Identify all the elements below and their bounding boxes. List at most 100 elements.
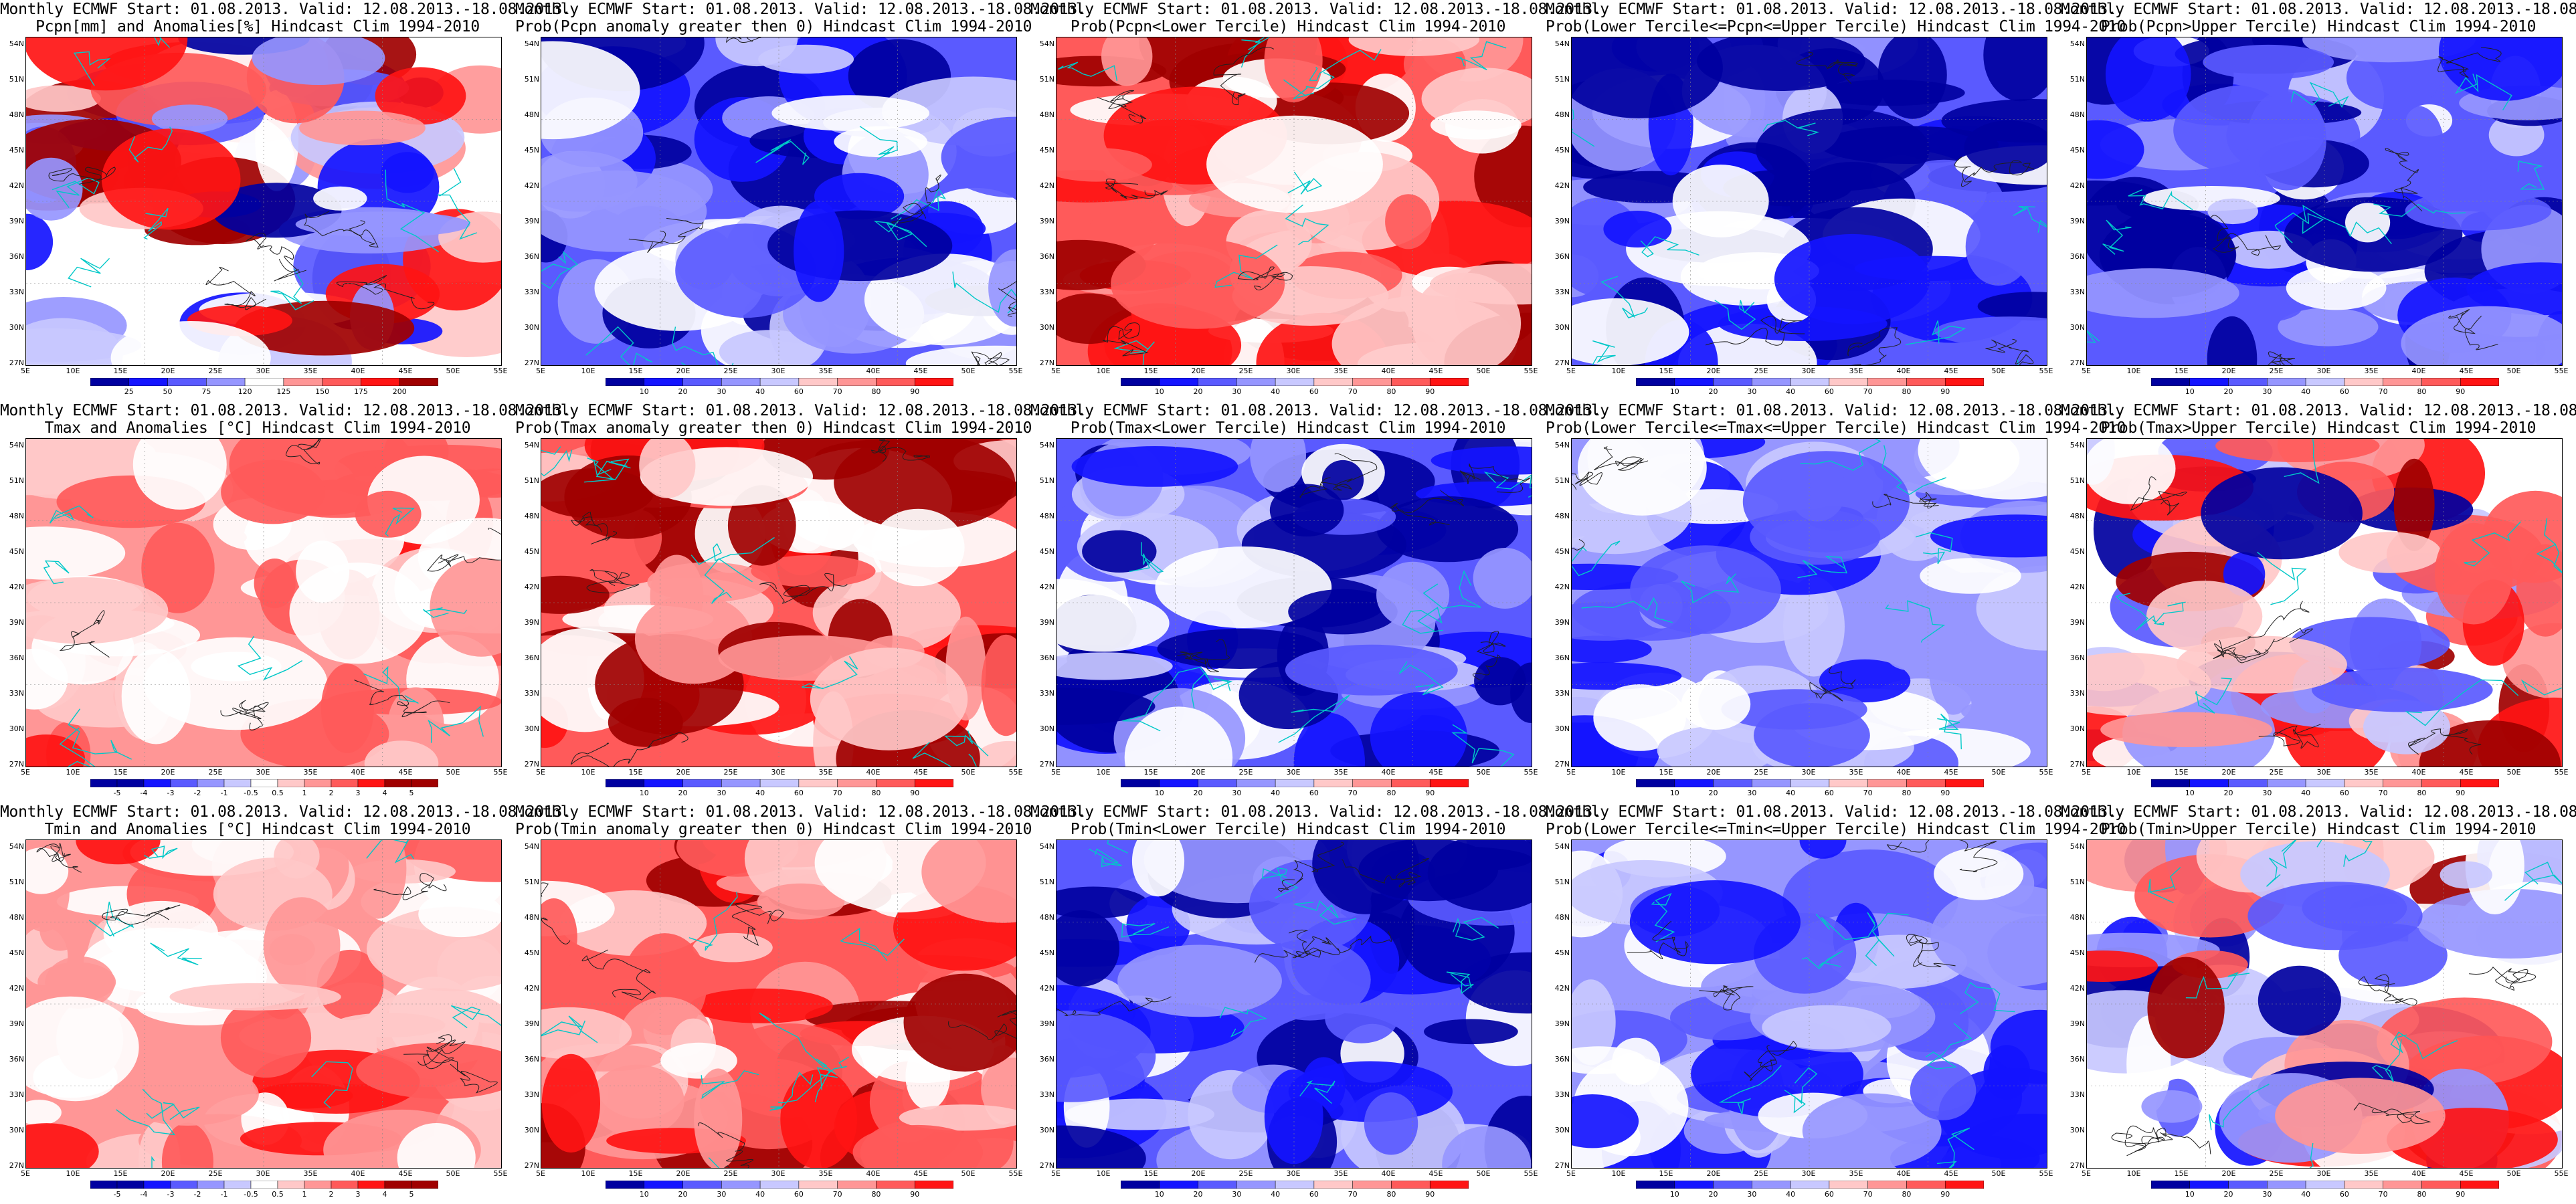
coastline [1309, 49, 1382, 81]
coastline [2464, 521, 2521, 567]
lon-tick-label: 30E [2316, 367, 2331, 375]
field-blob [2207, 316, 2258, 365]
lat-tick-label: 45N [2069, 547, 2085, 556]
lon-tick-label: 5E [2082, 768, 2091, 777]
colorbar [90, 779, 438, 787]
colorbar-swatch [116, 779, 145, 787]
colorbar-label: 20 [1708, 387, 1718, 396]
colorbar-label: 20 [2223, 1190, 2233, 1199]
lon-tick-label: 15E [1659, 1169, 1673, 1178]
coastline [1916, 532, 1953, 565]
lat-tick-label: 33N [2069, 288, 2085, 296]
lat-tick-label: 42N [1554, 583, 1570, 591]
lon-tick-label: 45E [1429, 367, 1443, 375]
field-blob [333, 1013, 446, 1037]
coastline [1581, 597, 1673, 623]
coastline [1240, 37, 1270, 68]
lon-tick-label: 35E [1849, 1169, 1863, 1178]
contour-line [732, 902, 784, 946]
coastline [385, 169, 440, 253]
contour-line [354, 680, 450, 718]
colorbar-swatch [1121, 779, 1160, 787]
lon-tick-label: 30E [1801, 367, 1816, 375]
coastline [541, 446, 573, 477]
colorbar-label: -2 [193, 789, 201, 797]
field-blob [1430, 110, 1522, 140]
colorbar-swatch [2228, 779, 2268, 787]
lon-tick-label: 15E [113, 367, 128, 375]
field-blob [2393, 458, 2435, 551]
lat-tick-label: 36N [9, 252, 24, 261]
lon-tick-label: 55E [2554, 367, 2569, 375]
colorbar-swatch [721, 779, 761, 787]
lat-tick-label: 48N [1039, 913, 1054, 922]
colorbar-swatch [90, 378, 130, 386]
lon-tick-label: 10E [2126, 367, 2141, 375]
colorbar-swatch [1944, 1181, 1984, 1189]
colorbar-label: 70 [1348, 1190, 1358, 1199]
colorbar-label: 80 [2417, 789, 2427, 797]
lon-tick-label: 10E [1096, 768, 1111, 777]
lon-tick-label: 15E [113, 1169, 128, 1178]
colorbar-label: 70 [1348, 789, 1358, 797]
colorbar-swatch [1236, 378, 1276, 386]
field-blob [1321, 460, 1364, 500]
field-blob [1249, 938, 1371, 1021]
colorbar-label: 10 [2185, 387, 2195, 396]
lat-tick-label: 54N [524, 39, 539, 48]
field-blob [2377, 997, 2553, 1086]
coastline [2115, 593, 2156, 631]
colorbar-swatch [2189, 779, 2229, 787]
colorbar-label: 50 [163, 387, 173, 396]
field-blob [2146, 581, 2263, 653]
colorbar-swatch [1198, 779, 1237, 787]
lon-tick-label: 25E [723, 768, 738, 777]
coastline [672, 326, 734, 365]
colorbar-label: 60 [2339, 1190, 2349, 1199]
colorbar-swatch [2383, 1181, 2422, 1189]
field-blob [263, 897, 341, 993]
lat-tick-label: 30N [2069, 1126, 2085, 1134]
coastline [1800, 439, 1881, 471]
map-svg [2087, 439, 2562, 767]
coastline [1294, 900, 1357, 925]
colorbar-swatch [837, 378, 877, 386]
lat-tick-label: 54N [9, 39, 24, 48]
field-blob [349, 840, 407, 919]
field-blob [1762, 1005, 1892, 1049]
lon-tick-label: 15E [628, 768, 643, 777]
field-blob [26, 577, 169, 644]
lon-tick-label: 40E [1381, 768, 1396, 777]
lon-tick-label: 25E [208, 367, 223, 375]
colorbar-label: 0.5 [272, 1190, 284, 1199]
colorbar-swatch [644, 378, 683, 386]
lon-tick-label: 55E [1524, 1169, 1538, 1178]
colorbar-label: 60 [2339, 387, 2349, 396]
colorbar-label: 125 [276, 387, 291, 396]
field-blob [1819, 659, 1911, 703]
field-blob [1629, 880, 1801, 965]
coastline [585, 326, 653, 365]
field-blob [1603, 211, 1672, 247]
field-blob [1657, 726, 1776, 767]
colorbar-label: 10 [639, 1190, 649, 1199]
lon-tick-label: 10E [1096, 1169, 1111, 1178]
field-blob [26, 1123, 99, 1168]
map-panel: Monthly ECMWF Start: 01.08.2013. Valid: … [2061, 0, 2576, 401]
field-blob [1250, 439, 1306, 492]
field-blob [37, 962, 116, 1002]
colorbar-swatch [1713, 1181, 1752, 1189]
field-blob [590, 1064, 684, 1137]
lat-tick-label: 42N [524, 181, 539, 190]
lat-tick-label: 51N [1039, 878, 1054, 886]
colorbar-label: 20 [1708, 789, 1718, 797]
coastline [1925, 1023, 1972, 1070]
colorbar-label: 90 [1940, 387, 1950, 396]
coastline [1191, 672, 1233, 709]
contour-line [1237, 266, 1293, 291]
colorbar-swatch [411, 1181, 438, 1189]
colorbar-swatch [197, 1181, 225, 1189]
field-blob [1572, 979, 1616, 1066]
colorbar-label: 70 [832, 1190, 842, 1199]
